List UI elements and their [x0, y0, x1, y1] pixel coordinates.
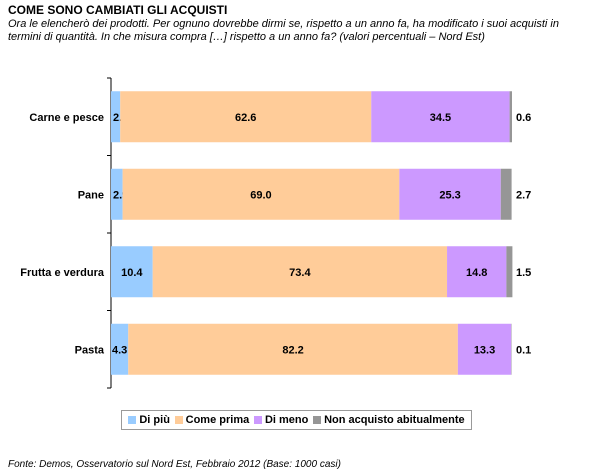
chart-source: Fonte: Demos, Osservatorio sul Nord Est,…	[8, 459, 341, 470]
data-label: 62.6	[235, 112, 256, 124]
bar-segment	[509, 91, 512, 143]
category-label: Pasta	[75, 344, 105, 356]
bar-segment	[111, 91, 121, 143]
data-label: 0.6	[516, 112, 531, 124]
bar-segment	[500, 168, 512, 220]
data-label: 34.5	[430, 112, 451, 124]
data-label: 13.3	[474, 344, 495, 356]
bar-segment	[111, 323, 129, 375]
chart-title: COME SONO CAMBIATI GLI ACQUISTI	[8, 3, 228, 17]
bar-segment	[371, 91, 510, 143]
legend-label: Di più	[139, 414, 170, 426]
legend-swatch	[313, 416, 322, 424]
bar-segment	[152, 246, 448, 298]
stacked-bar-chart: Carne e pesce2.362.634.50.6Pane2.969.025…	[20, 77, 531, 389]
legend-label: Di meno	[264, 414, 309, 426]
legend-item: Come prima	[174, 414, 250, 426]
legend-item: Non acquisto abitualmente	[313, 414, 465, 426]
data-label: 73.4	[289, 267, 311, 279]
bar-segment	[120, 91, 372, 143]
legend-item: Di meno	[253, 414, 309, 426]
bar-segment	[128, 323, 458, 375]
bar-segment	[399, 168, 501, 220]
data-label: 1.5	[516, 267, 531, 279]
data-label: 14.8	[466, 267, 487, 279]
category-label: Pane	[78, 189, 104, 201]
bar-segment	[447, 246, 507, 298]
category-label: Frutta e verdura	[20, 267, 105, 279]
data-label: 69.0	[250, 189, 271, 201]
data-label: 82.2	[282, 344, 303, 356]
legend-item: Di più	[128, 414, 170, 426]
bar-segment	[457, 323, 512, 375]
legend-swatch	[174, 416, 183, 424]
chart-subtitle: Ora le elencherò dei prodotti. Per ognun…	[8, 18, 559, 43]
legend-swatch	[253, 416, 262, 424]
data-label: 2.7	[516, 189, 531, 201]
bar-segment	[122, 168, 400, 220]
legend-swatch	[128, 416, 137, 424]
bar-segment	[506, 246, 513, 298]
data-label: 4.3	[112, 344, 127, 356]
legend-label: Come prima	[185, 414, 250, 426]
legend-label: Non acquisto abitualmente	[324, 414, 465, 426]
data-label: 25.3	[439, 189, 460, 201]
data-label: 10.4	[121, 267, 143, 279]
chart-legend: Di più Come prima Di meno Non acquisto abit…	[121, 410, 472, 430]
data-label: 0.1	[516, 344, 531, 356]
bar-segment	[111, 246, 153, 298]
category-label: Carne e pesce	[29, 112, 104, 124]
bar-segment	[111, 168, 123, 220]
